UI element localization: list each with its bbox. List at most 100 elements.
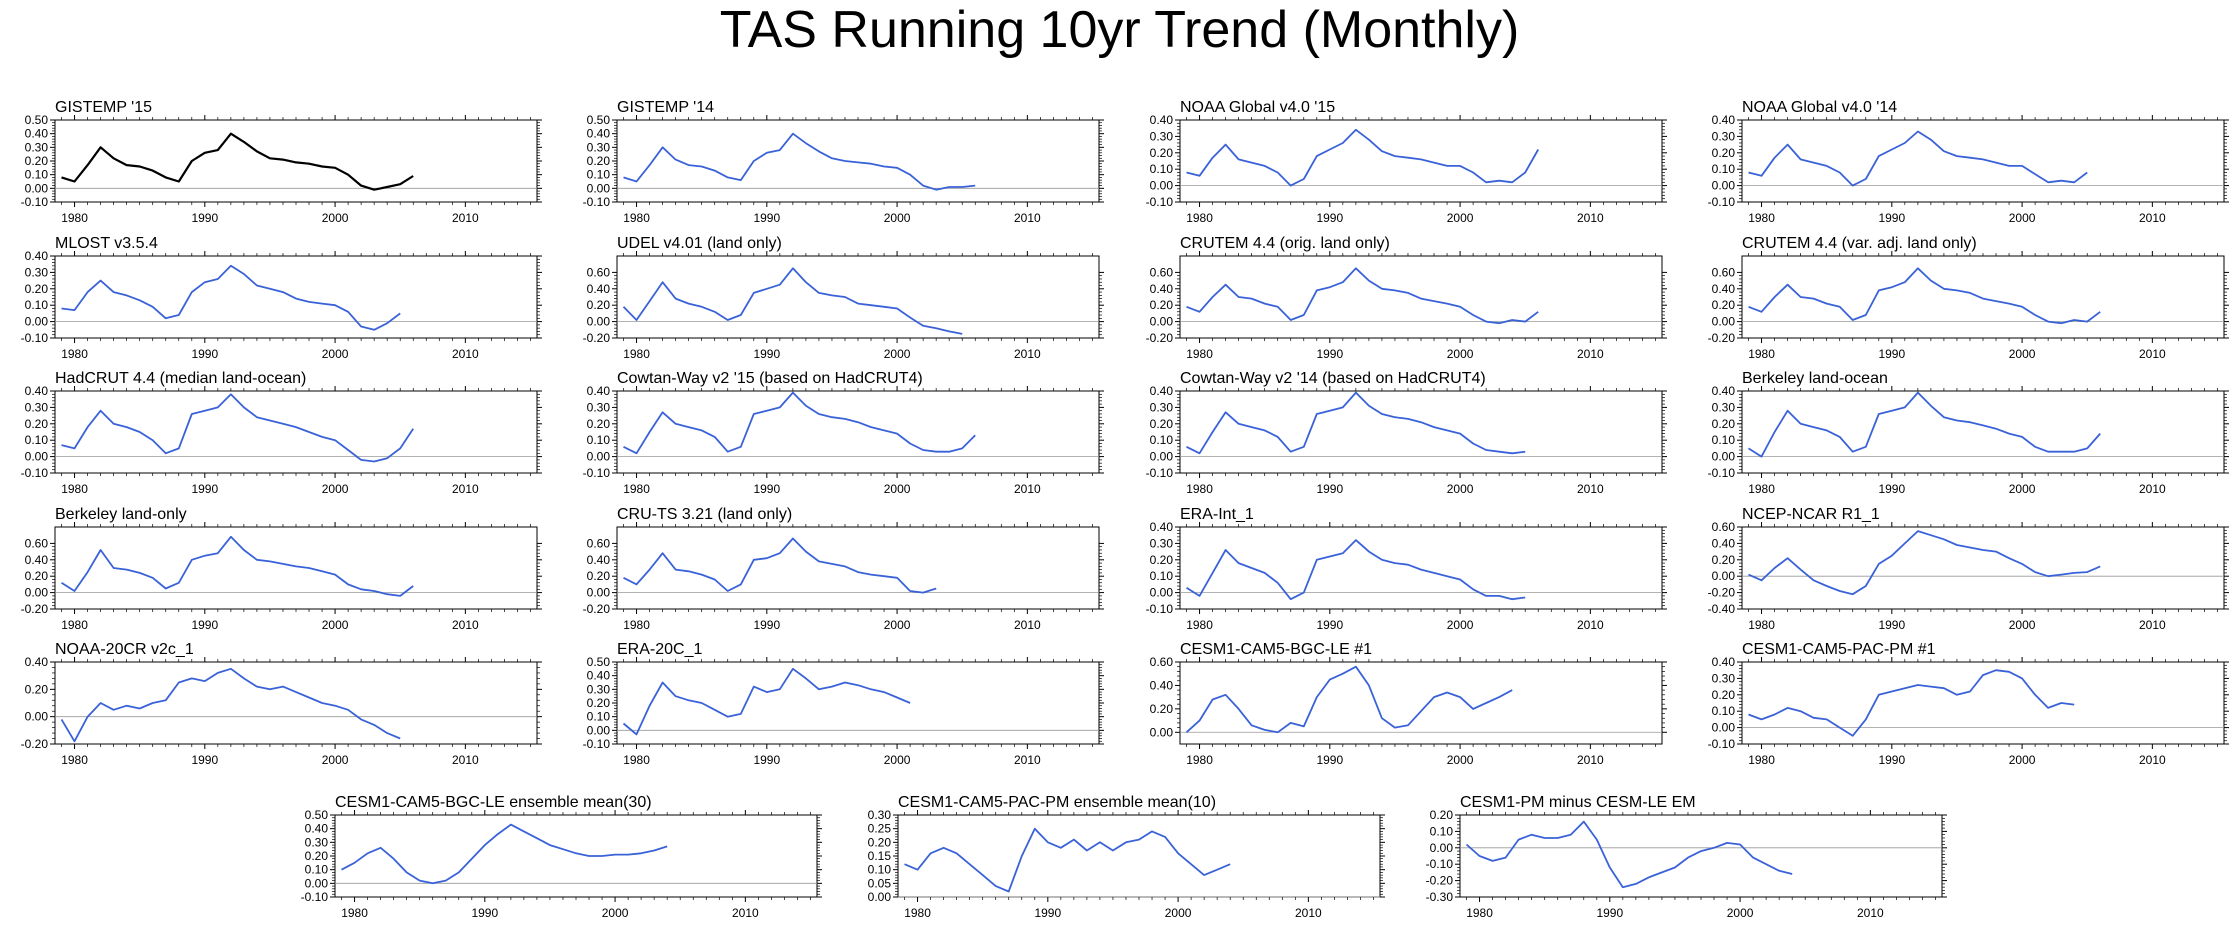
x-tick-label: 1980 (61, 753, 88, 767)
x-tick-label: 1980 (1748, 211, 1775, 225)
y-tick-label: 0.00 (587, 723, 611, 737)
x-tick-label: 1980 (1186, 753, 1213, 767)
y-tick-label: 0.10 (25, 298, 49, 312)
series-line (341, 823, 668, 885)
y-tick-label: 0.00 (1712, 315, 1736, 329)
series-line (1186, 391, 1526, 455)
y-tick-label: 0.00 (1150, 725, 1174, 739)
y-tick-label: 0.40 (25, 553, 49, 567)
chart-panel: Berkeley land-ocean -0.10 0.00 0.10 0.20 0.30… (1708, 370, 2229, 496)
panel-frame (54, 526, 538, 610)
panel-title: UDEL v4.01 (land only) (617, 235, 782, 252)
panel-frame (616, 119, 1100, 203)
x-tick-label: 2000 (884, 618, 911, 632)
panel-frame (616, 526, 1100, 610)
y-tick-label: 0.20 (1712, 146, 1736, 160)
x-tick-label: 1990 (1878, 482, 1905, 496)
panel-frame (1179, 390, 1663, 474)
y-tick-label: 0.10 (587, 710, 611, 724)
chart-panel: GISTEMP '15 -0.100.000.100.200.300.400.50… (21, 99, 542, 225)
y-tick-label: 0.30 (25, 140, 49, 154)
y-tick-label: -0.20 (583, 331, 611, 345)
panel-frame (1179, 255, 1663, 339)
chart-panel: NOAA-20CR v2c_1 -0.20 0.00 0.20 0.40 1980 1990… (21, 641, 542, 767)
x-tick-label: 1990 (191, 347, 218, 361)
y-tick-label: 0.20 (1150, 417, 1174, 431)
panel-frame (1741, 119, 2225, 203)
chart-panel: CRU-TS 3.21 (land only) -0.20 0.00 0.20 0.40… (583, 506, 1104, 632)
x-tick-label: 2000 (2009, 347, 2036, 361)
y-tick-label: 0.40 (587, 384, 611, 398)
x-tick-label: 1990 (753, 753, 780, 767)
y-tick-label: 0.05 (868, 876, 892, 890)
x-tick-label: 1980 (623, 618, 650, 632)
y-tick-label: -0.30 (1426, 890, 1454, 904)
y-tick-label: 0.00 (1150, 450, 1174, 464)
y-tick-label: 0.40 (25, 127, 49, 141)
y-tick-label: 0.20 (587, 154, 611, 168)
y-tick-label: 0.50 (587, 655, 611, 669)
y-tick-label: 0.10 (1712, 704, 1736, 718)
panel-title: Cowtan-Way v2 '14 (based on HadCRUT4) (1180, 370, 1486, 387)
panel-frame (616, 661, 1100, 745)
panel-frame (897, 814, 1381, 898)
x-tick-label: 2000 (2009, 753, 2036, 767)
series-line (1748, 391, 2101, 458)
series-line (622, 667, 911, 736)
panel-title: Berkeley land-only (55, 506, 187, 523)
x-tick-label: 2010 (1577, 482, 1604, 496)
y-tick-label: 0.00 (25, 710, 49, 724)
y-tick-label: -0.20 (1146, 331, 1174, 345)
x-tick-label: 2010 (2139, 618, 2166, 632)
x-tick-label: 1980 (1748, 347, 1775, 361)
x-tick-label: 1980 (61, 482, 88, 496)
x-tick-label: 2000 (322, 618, 349, 632)
y-tick-label: -0.10 (1708, 195, 1736, 209)
series-line (61, 264, 401, 331)
panel-frame (54, 255, 538, 339)
y-tick-label: -0.10 (583, 737, 611, 751)
y-tick-label: 0.40 (1150, 678, 1174, 692)
x-tick-label: 2010 (1577, 753, 1604, 767)
y-tick-label: 0.40 (1712, 384, 1736, 398)
y-tick-label: 0.30 (25, 400, 49, 414)
x-tick-label: 2010 (2139, 347, 2166, 361)
y-tick-label: 0.00 (587, 586, 611, 600)
panel-title: CRUTEM 4.4 (orig. land only) (1180, 235, 1390, 252)
y-tick-label: 0.40 (25, 384, 49, 398)
x-tick-label: 1980 (61, 618, 88, 632)
panel-title: CESM1-CAM5-PAC-PM #1 (1742, 641, 1936, 658)
series-line (1186, 267, 1539, 325)
chart-panel: GISTEMP '14 -0.100.000.100.200.300.400.50… (583, 99, 1104, 225)
x-tick-label: 1980 (61, 211, 88, 225)
y-tick-label: -0.10 (1426, 857, 1454, 871)
y-tick-label: 0.15 (868, 849, 892, 863)
panel-title: NOAA Global v4.0 '14 (1742, 99, 1897, 116)
y-tick-label: 0.00 (25, 315, 49, 329)
x-tick-label: 2010 (1295, 906, 1322, 920)
y-tick-label: 0.20 (25, 569, 49, 583)
y-tick-label: 0.20 (1712, 688, 1736, 702)
y-tick-label: 0.40 (1150, 113, 1174, 127)
y-tick-label: -0.10 (583, 466, 611, 480)
x-tick-label: 1990 (1878, 211, 1905, 225)
y-tick-label: 0.30 (587, 682, 611, 696)
y-tick-label: 0.10 (1150, 433, 1174, 447)
y-tick-label: 0.30 (1150, 400, 1174, 414)
y-tick-label: 0.00 (1712, 450, 1736, 464)
panel-title: ERA-20C_1 (617, 641, 702, 658)
x-tick-label: 2010 (1857, 906, 1884, 920)
x-tick-label: 1990 (191, 211, 218, 225)
series-line (1186, 539, 1526, 601)
x-tick-label: 2000 (322, 347, 349, 361)
chart-panel: UDEL v4.01 (land only) -0.20 0.00 0.20 0.40 0… (583, 235, 1104, 361)
chart-panel: NCEP-NCAR R1_1 -0.40 -0.20 0.00 0.20 0.40 0.60… (1708, 506, 2229, 632)
y-tick-label: 0.30 (1712, 129, 1736, 143)
x-tick-label: 2000 (1447, 211, 1474, 225)
y-tick-label: 0.20 (1150, 553, 1174, 567)
x-tick-label: 1980 (623, 482, 650, 496)
series-line (1748, 267, 2101, 325)
x-tick-label: 1990 (1878, 347, 1905, 361)
y-tick-label: 0.00 (1712, 179, 1736, 193)
chart-panel: CRUTEM 4.4 (orig. land only) -0.20 0.00 0.2… (1146, 235, 1667, 361)
